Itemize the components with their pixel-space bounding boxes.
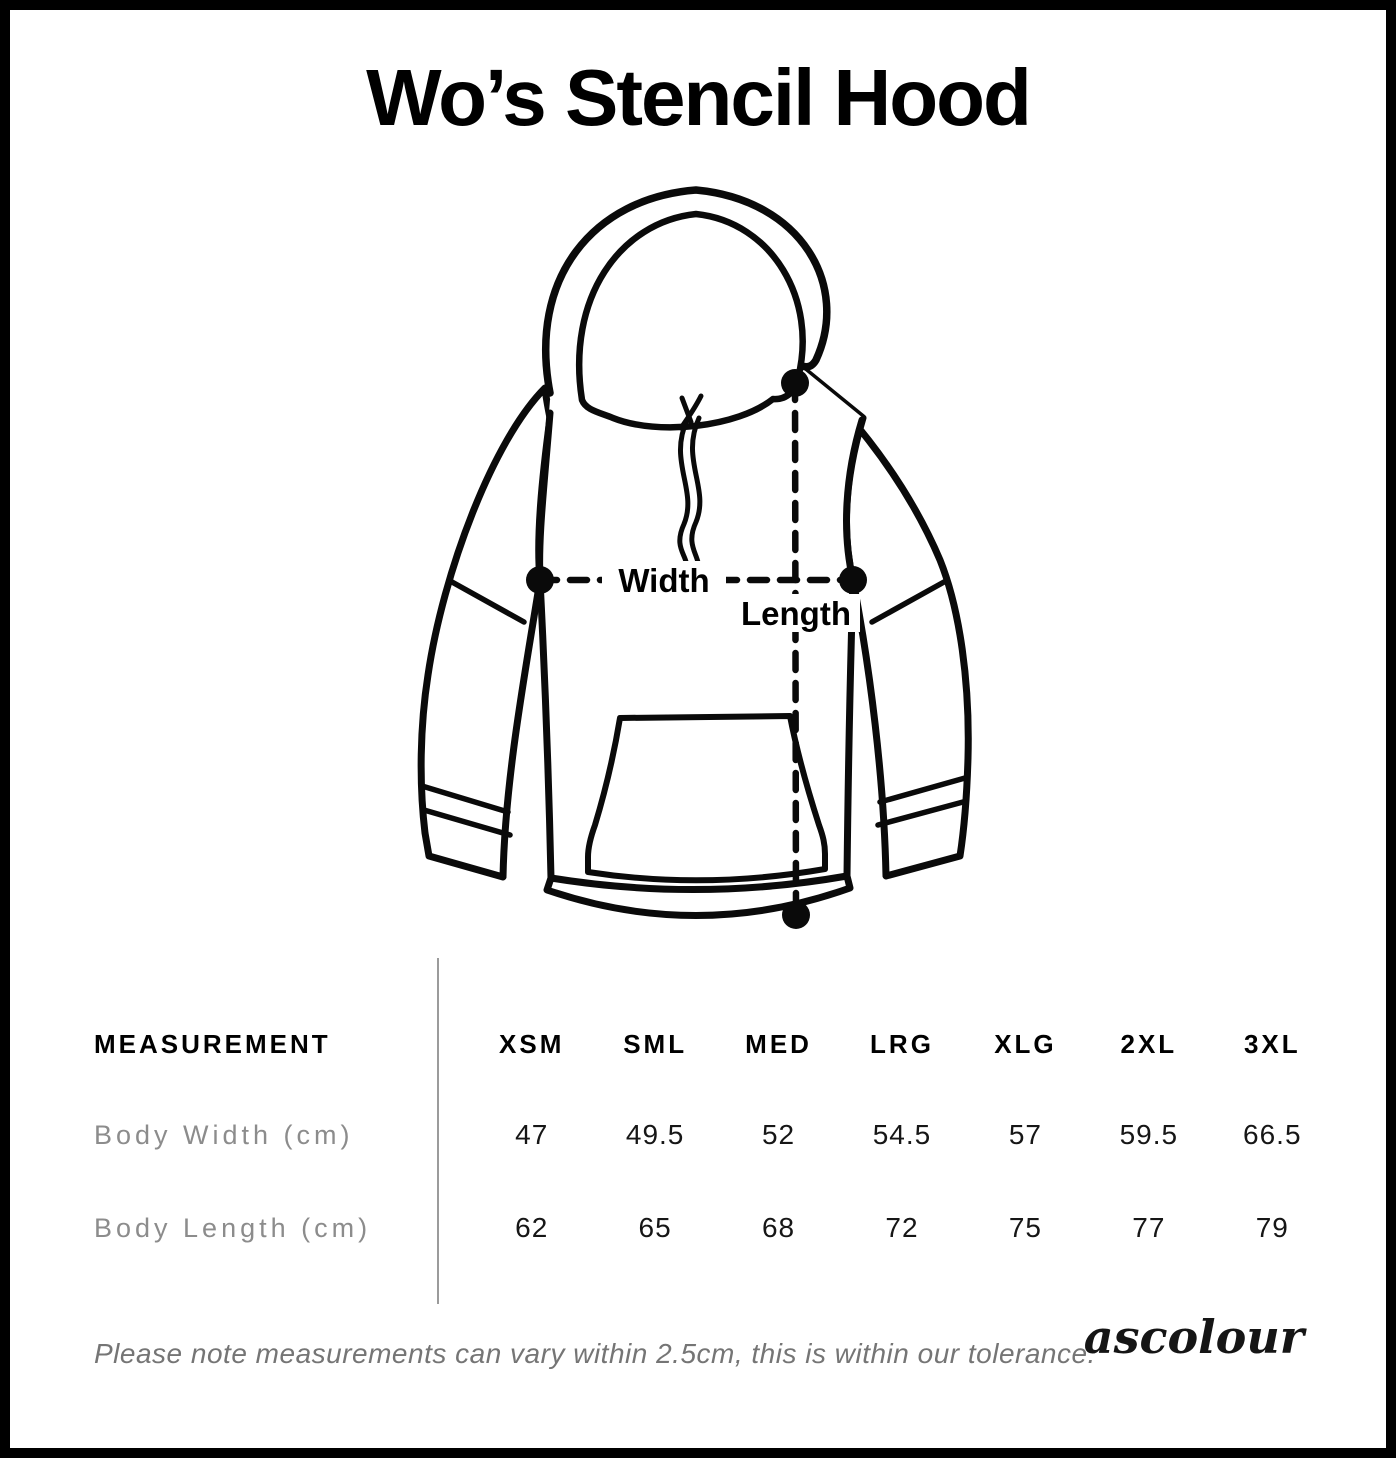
size-header-row: MEASUREMENT XSM SML MED LRG XLG 2XL 3XL — [94, 1024, 1334, 1064]
hoodie-right-sleeve-fold — [869, 579, 947, 625]
body-length-sml: 65 — [638, 1212, 672, 1243]
size-header-3xl: 3XL — [1243, 1028, 1301, 1059]
hoodie-drawstring-left — [677, 417, 691, 573]
hoodie-right-cuff-seam — [875, 775, 968, 828]
table-divider-line — [437, 958, 439, 1304]
width-label-backdrop — [602, 561, 726, 599]
row-label-body-width: Body Width (cm) — [94, 1119, 354, 1150]
size-header-sml: SML — [623, 1028, 688, 1059]
body-width-xlg: 57 — [1008, 1119, 1042, 1150]
size-header-2xl: 2XL — [1120, 1028, 1178, 1059]
page-title: Wo’s Stencil Hood — [366, 53, 1032, 142]
body-width-sml: 49.5 — [625, 1119, 685, 1150]
body-length-xlg: 75 — [1008, 1212, 1042, 1243]
table-row-body-width: Body Width (cm) 47 49.5 52 54.5 57 59.5 … — [94, 1115, 1334, 1155]
body-length-2xl: 77 — [1132, 1212, 1166, 1243]
size-header-med: MED — [745, 1028, 812, 1059]
length-label: Length — [741, 595, 851, 632]
size-header-lrg: LRG — [870, 1028, 934, 1059]
body-length-xsm: 62 — [515, 1212, 549, 1243]
hoodie-left-cuff-seam — [419, 783, 513, 838]
length-measure-line — [791, 379, 800, 919]
size-header-xlg: XLG — [994, 1028, 1057, 1059]
body-length-3xl: 79 — [1255, 1212, 1289, 1243]
ascolour-logo: ascolour — [1083, 1310, 1304, 1364]
measure-point-neck — [781, 369, 809, 397]
body-length-med: 68 — [761, 1212, 796, 1243]
size-header-xsm: XSM — [499, 1028, 565, 1059]
row-label-body-length: Body Length (cm) — [94, 1212, 372, 1243]
body-width-2xl: 59.5 — [1119, 1119, 1179, 1150]
width-label: Width — [618, 562, 709, 599]
hoodie-pocket — [585, 713, 828, 884]
body-width-med: 52 — [761, 1119, 796, 1150]
hoodie-diagram: Width Length — [417, 186, 972, 929]
hoodie-left-sleeve-fold — [449, 579, 527, 625]
measure-point-right-armpit — [839, 566, 867, 594]
measure-point-hem — [782, 901, 810, 929]
body-width-lrg: 54.5 — [872, 1119, 932, 1150]
hoodie-hem-band — [543, 872, 854, 919]
hoodie-drawstring-right — [689, 415, 703, 575]
length-label-backdrop — [732, 594, 860, 632]
body-width-xsm: 47 — [515, 1119, 549, 1150]
body-width-3xl: 66.5 — [1243, 1119, 1302, 1150]
measurement-header: MEASUREMENT — [94, 1028, 331, 1059]
tolerance-note: Please note measurements can vary within… — [94, 1338, 1096, 1369]
measure-point-left-armpit — [526, 566, 554, 594]
body-length-lrg: 72 — [885, 1212, 919, 1243]
hoodie-body-left-edge — [536, 409, 555, 882]
table-row-body-length: Body Length (cm) 62 65 68 72 75 77 79 — [94, 1208, 1334, 1248]
